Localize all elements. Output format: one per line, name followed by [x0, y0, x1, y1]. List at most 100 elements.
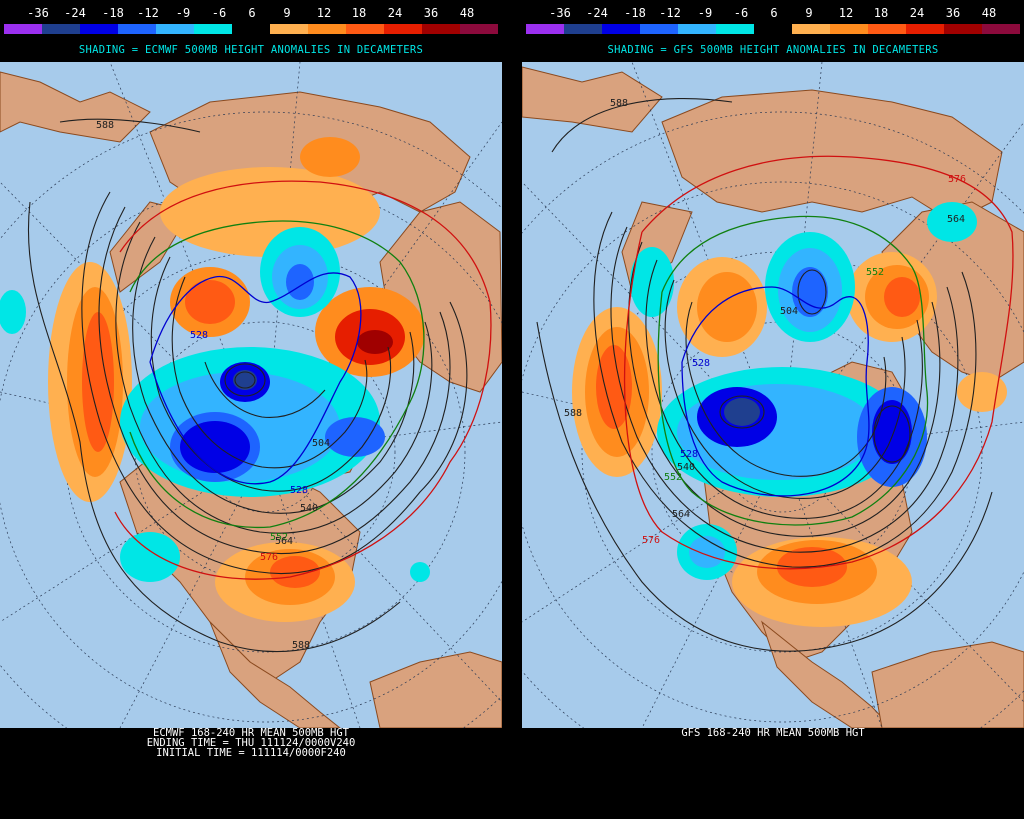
contour-label: 588 — [564, 408, 582, 419]
negative-anomaly — [630, 247, 674, 317]
contour-552 — [129, 220, 425, 529]
contour-label: 588 — [292, 640, 310, 651]
legend-label: 12 — [838, 6, 854, 20]
caption-line: INITIAL TIME = 111114/0000F240 — [156, 747, 346, 759]
legend-swatch — [868, 24, 906, 34]
contour-line — [150, 256, 392, 492]
positive-anomaly — [884, 277, 920, 317]
legend-labels: -36 -24 -18 -12 -9 -6 6 9 12 18 24 36 48 — [0, 6, 502, 20]
legend-swatch — [4, 24, 42, 34]
legend-swatch — [678, 24, 716, 34]
positive-anomaly — [697, 272, 757, 342]
contour-labels: 588 576 564 552 528 504 528 540 552 564 … — [564, 98, 966, 546]
legend-swatch — [564, 24, 602, 34]
legend-swatch — [460, 24, 498, 34]
contour-label: 588 — [96, 120, 114, 131]
contour-552 — [657, 215, 929, 526]
contour-576 — [623, 155, 1014, 570]
legend-label: 18 — [351, 6, 367, 20]
legend-label: 6 — [770, 6, 778, 20]
legend-color-bar — [4, 24, 498, 34]
legend-color-bar — [526, 24, 1020, 34]
contour-line — [115, 221, 433, 534]
contour-low-center — [719, 395, 765, 429]
contour-label: 552 — [270, 532, 288, 543]
caption-line: ENDING TIME = THU 111124/0000V240 — [146, 737, 356, 749]
contour-576 — [114, 180, 492, 580]
negative-anomaly — [233, 370, 257, 390]
negative-anomaly — [410, 562, 430, 582]
negative-anomaly — [286, 264, 314, 300]
positive-anomaly — [300, 137, 360, 177]
contour-label: 504 — [312, 438, 330, 449]
legend-label: -18 — [624, 6, 646, 20]
legend-labels: -36 -24 -18 -12 -9 -6 6 9 12 18 24 36 48 — [522, 6, 1024, 20]
legend-swatch — [346, 24, 384, 34]
legend-label: -24 — [586, 6, 608, 20]
legend-swatch — [526, 24, 564, 34]
contour-label: 540 — [677, 462, 695, 473]
ecmwf-map: 588 528 504 528 540 552 564 576 588 528 — [0, 62, 502, 728]
contour-line — [171, 276, 368, 469]
legend-swatch — [308, 24, 346, 34]
legend-label: 9 — [283, 6, 291, 20]
contour-label: 540 — [300, 503, 318, 514]
contour-label: 552 — [866, 267, 884, 278]
positive-anomaly — [357, 330, 393, 354]
contour-label: 528 — [290, 485, 308, 496]
legend-swatch — [118, 24, 156, 34]
caption-line: ECMWF 168-240 HR MEAN 500MB HGT — [153, 727, 349, 739]
contour-low-center — [234, 371, 256, 389]
legend-label: 9 — [805, 6, 813, 20]
legend-label: -18 — [102, 6, 124, 20]
contour-label: 528 — [692, 358, 710, 369]
contour-label: 576 — [948, 174, 966, 185]
positive-anomaly — [82, 312, 114, 452]
legend-swatch — [194, 24, 232, 34]
legend-label: 36 — [423, 6, 439, 20]
legend-label: -9 — [697, 6, 713, 20]
contour-label: 564 — [672, 509, 690, 520]
contour-label: 564 — [947, 214, 965, 225]
land-south-america — [871, 641, 1024, 728]
negative-anomaly — [120, 532, 180, 582]
map-caption: GFS 168-240 HR MEAN 500MB HGT — [522, 727, 1024, 739]
legend-label: 36 — [945, 6, 961, 20]
contour-label: 528 — [190, 330, 208, 341]
legend-label: 18 — [873, 6, 889, 20]
legend-swatch — [982, 24, 1020, 34]
contour-low-center — [873, 405, 911, 463]
negative-anomaly — [689, 536, 725, 568]
contour-line — [81, 191, 468, 574]
shading-title: SHADING = ECMWF 500MB HEIGHT ANOMALIES I… — [78, 44, 424, 56]
ecmwf-panel: -36 -24 -18 -12 -9 -6 6 9 12 18 24 36 48… — [0, 0, 502, 819]
contour-line — [593, 211, 977, 568]
legend-label: 12 — [316, 6, 332, 20]
contour-line — [204, 361, 326, 418]
map-caption: ECMWF 168-240 HR MEAN 500MB HGT ENDING T… — [0, 727, 502, 759]
contour-588 — [27, 118, 401, 653]
legend-swatch — [716, 24, 754, 34]
positive-anomaly — [270, 556, 320, 588]
anomaly-shading — [0, 137, 430, 622]
gfs-map: 588 576 564 552 528 504 528 540 552 564 … — [522, 62, 1024, 728]
negative-anomaly — [0, 290, 26, 334]
land-south-america — [369, 651, 502, 728]
contour-line — [610, 226, 959, 553]
shading-title: SHADING = GFS 500MB HEIGHT ANOMALIES IN … — [607, 44, 939, 56]
positive-anomaly — [596, 345, 632, 429]
legend-label: -6 — [733, 6, 749, 20]
contour-528 — [149, 272, 362, 485]
legend-label: -24 — [64, 6, 86, 20]
legend-swatch — [232, 24, 270, 34]
panel-divider — [502, 0, 522, 819]
positive-anomaly — [185, 280, 235, 324]
contour-line — [685, 301, 887, 477]
legend-label: 48 — [981, 6, 997, 20]
negative-anomaly — [180, 421, 250, 473]
contour-label: 504 — [780, 306, 798, 317]
caption-line: GFS 168-240 HR MEAN 500MB HGT — [681, 727, 865, 739]
contour-line — [132, 236, 415, 514]
ecmwf-map-svg: 588 528 504 528 540 552 564 576 588 528 — [0, 62, 502, 728]
land-top-left — [522, 66, 663, 133]
